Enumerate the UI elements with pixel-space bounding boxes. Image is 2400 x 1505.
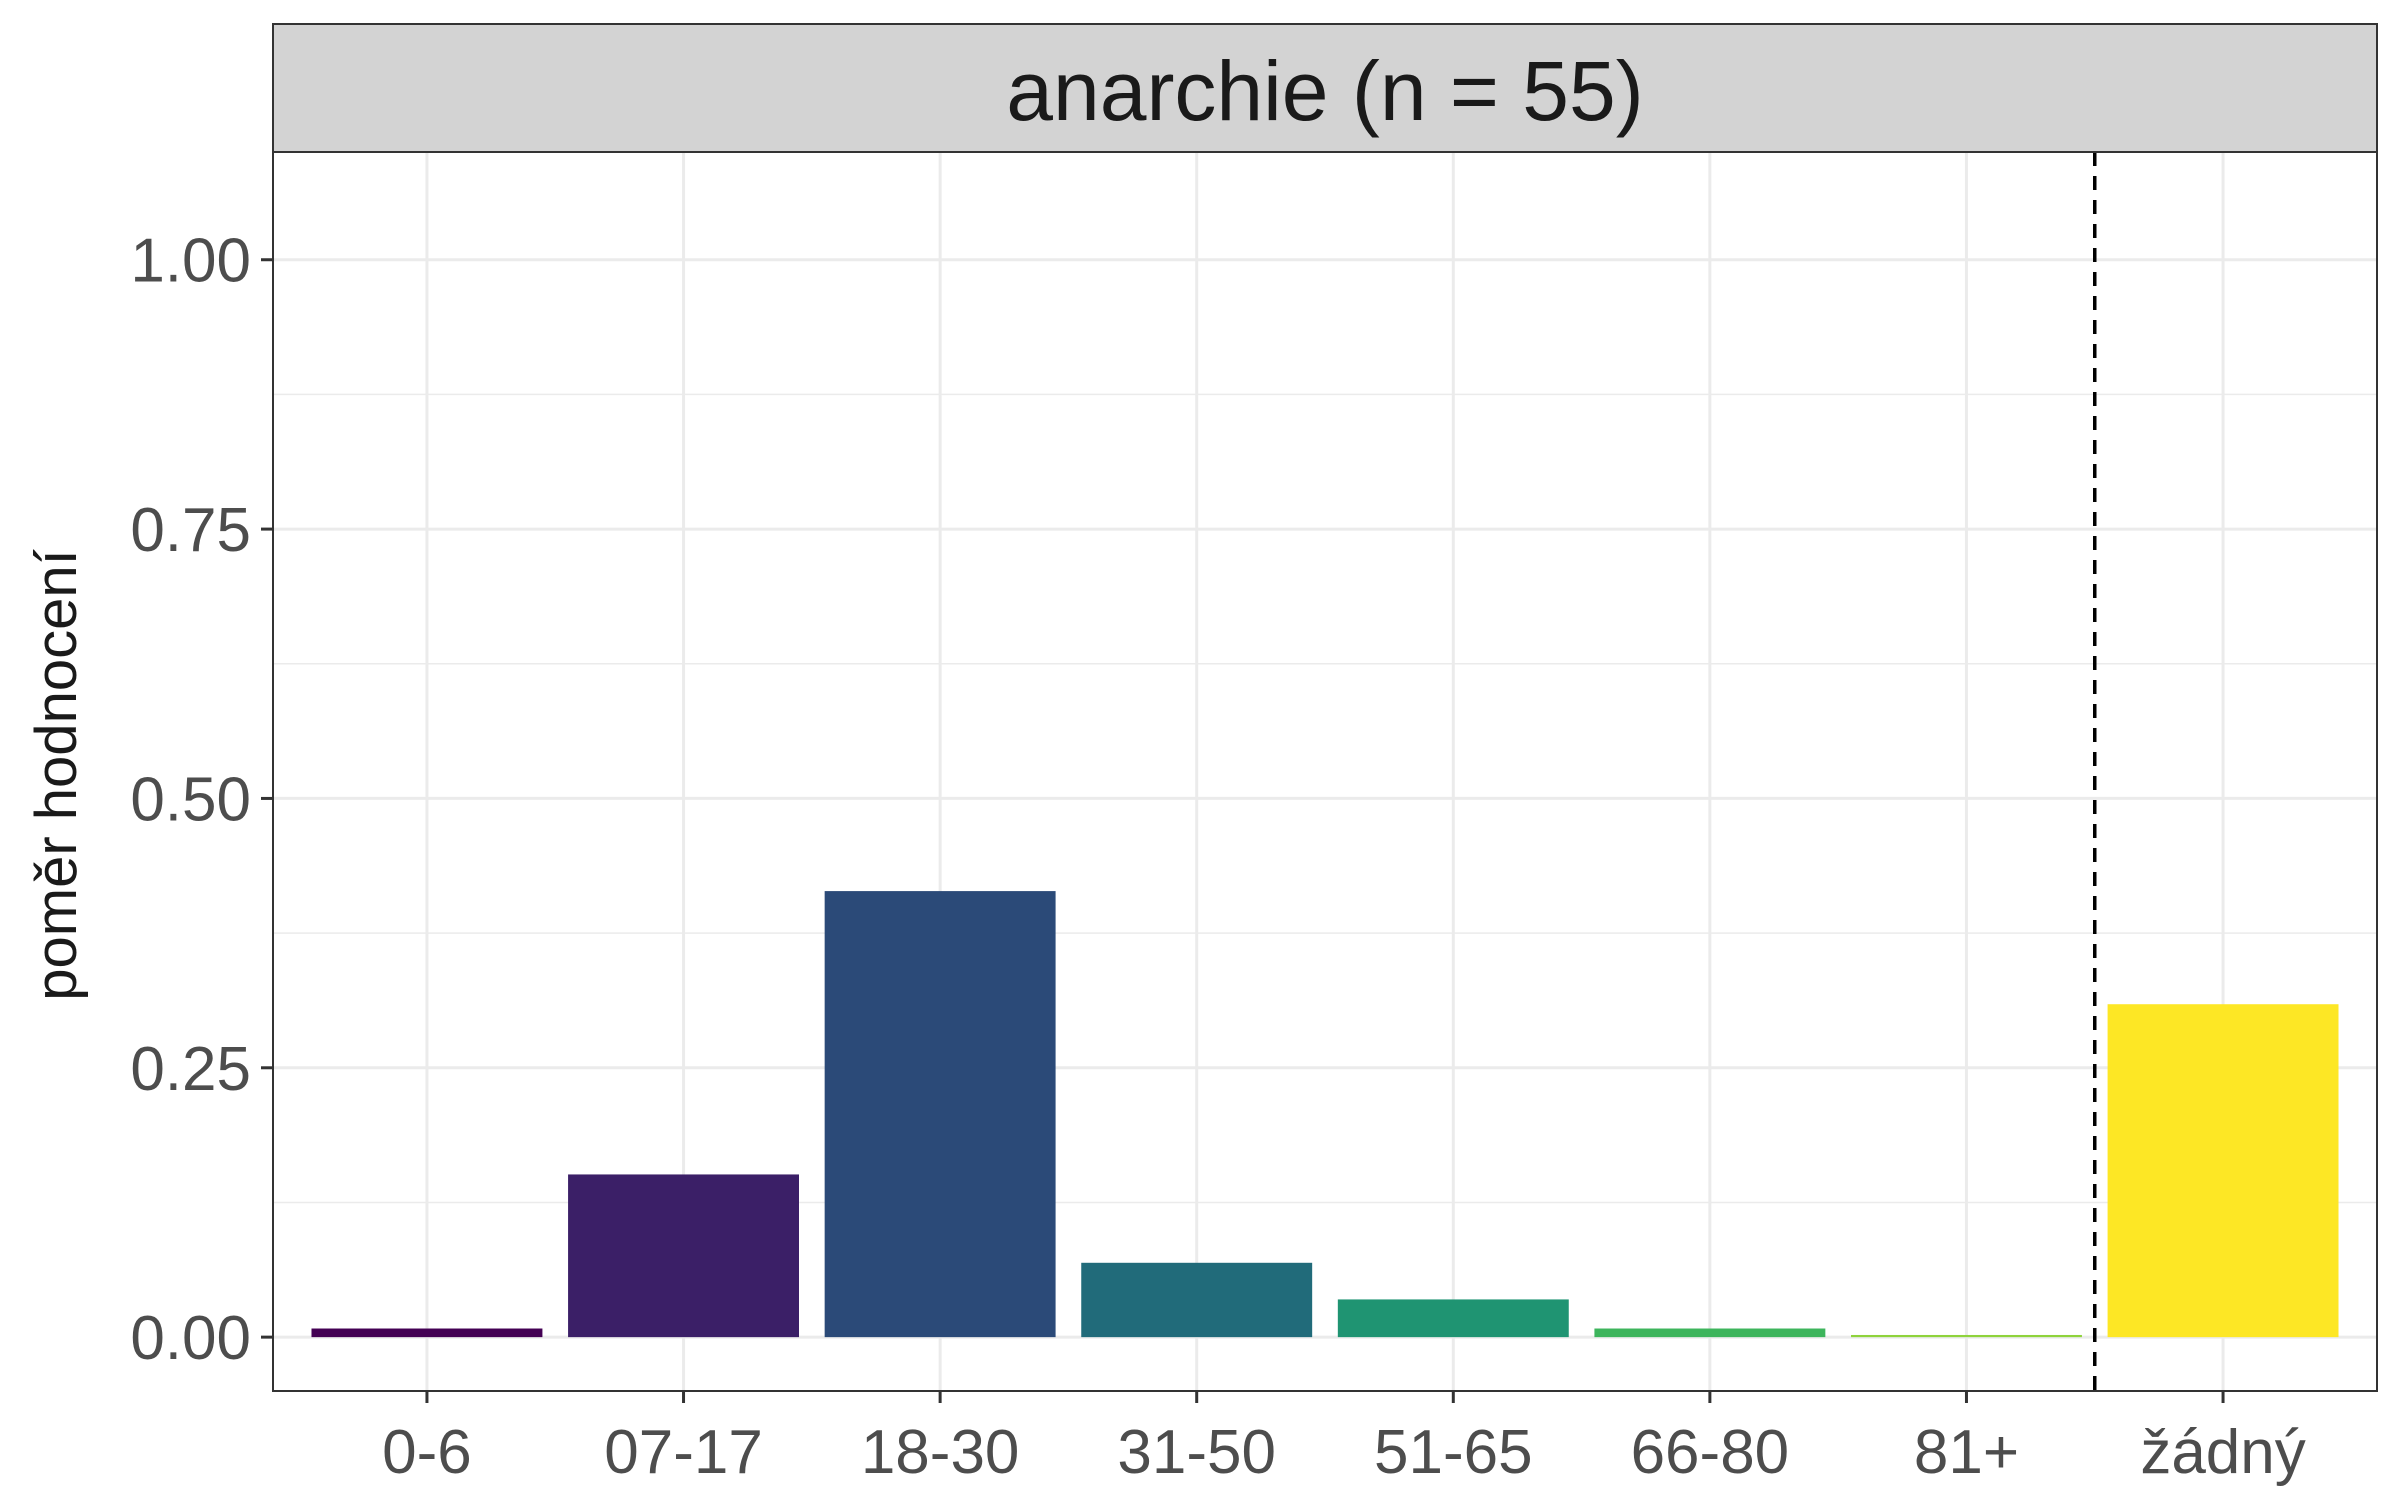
- y-tick-label: 0.50: [130, 765, 251, 834]
- bar-žádný: [2107, 1004, 2339, 1338]
- y-axis: 0.00 0.25 0.50 0.75 1.00: [130, 227, 273, 1373]
- x-tick-label: 0-6: [382, 1418, 472, 1487]
- y-tick-label: 0.75: [130, 496, 251, 565]
- bar-07-17: [568, 1174, 799, 1338]
- y-tick-label: 0.00: [130, 1304, 251, 1373]
- bars: [311, 891, 2339, 1338]
- x-tick-label: 07-17: [604, 1418, 763, 1487]
- x-tick-label: 66-80: [1631, 1418, 1790, 1487]
- bar-51-65: [1337, 1299, 1569, 1338]
- x-tick-label: 18-30: [861, 1418, 1020, 1487]
- y-axis-label: poměr hodnocení: [24, 549, 89, 1000]
- y-tick-label: 1.00: [130, 227, 251, 296]
- x-tick-label: 51-65: [1374, 1418, 1533, 1487]
- bar-0-6: [311, 1328, 543, 1338]
- x-tick-label: 31-50: [1117, 1418, 1276, 1487]
- x-axis: 0-6 07-17 18-30 31-50 51-65 66-80 81+ žádný: [382, 1391, 2306, 1487]
- bar-18-30: [824, 891, 1056, 1338]
- chart-title: anarchie (n = 55): [1006, 44, 1643, 138]
- bar-81+: [1851, 1334, 2082, 1338]
- x-tick-label: 81+: [1914, 1418, 2019, 1487]
- x-tick-label: žádný: [2140, 1418, 2305, 1487]
- bar-31-50: [1081, 1262, 1313, 1338]
- bar-66-80: [1594, 1328, 1826, 1338]
- facet-strip: [272, 23, 2378, 153]
- y-tick-label: 0.25: [130, 1035, 251, 1104]
